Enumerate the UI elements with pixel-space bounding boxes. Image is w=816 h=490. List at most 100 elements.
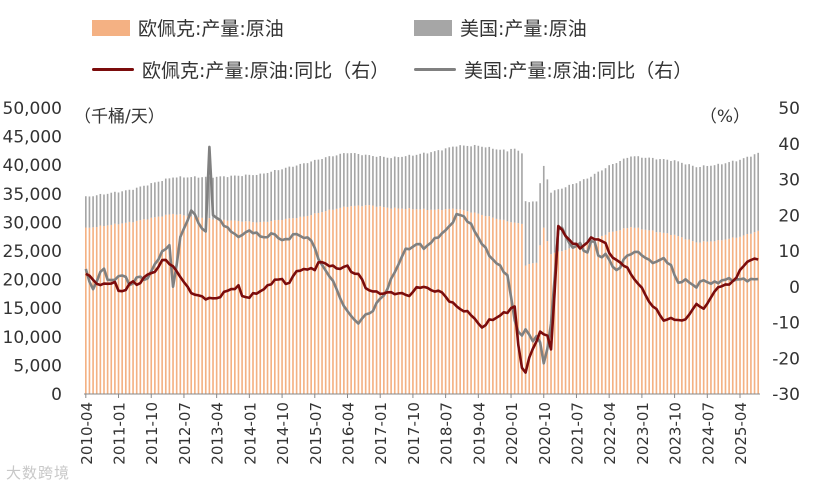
bar-opec-production: [444, 209, 447, 394]
bar-us-production: [412, 155, 414, 210]
bar-us-production: [408, 154, 411, 209]
bar-us-production: [651, 157, 654, 231]
bar-opec-production: [248, 221, 251, 394]
bar-opec-production: [226, 220, 229, 394]
bar-opec-production: [655, 232, 658, 394]
legend-us-yoy: 美国:产量:原油:同比（右）: [414, 56, 692, 83]
bar-opec-production: [597, 237, 600, 394]
bar-us-production: [281, 169, 283, 221]
legend-us-yoy-swatch: [414, 68, 456, 71]
bar-opec-production: [255, 222, 258, 394]
bar-us-production: [593, 173, 596, 239]
bar-us-production: [179, 176, 182, 215]
bar-opec-production: [299, 216, 302, 394]
bar-opec-production: [684, 239, 687, 394]
bar-opec-production: [735, 237, 738, 394]
bar-opec-production: [179, 214, 182, 394]
bar-opec-production: [350, 206, 352, 394]
bar-us-production: [753, 154, 756, 233]
bar-us-production: [575, 183, 578, 247]
bar-opec-production: [717, 240, 720, 394]
bar-us-production: [106, 193, 109, 226]
bar-us-production: [699, 166, 701, 243]
bar-opec-production: [568, 248, 571, 394]
bar-us-production: [132, 189, 134, 223]
x-tick-label: 2016-04: [339, 402, 357, 465]
bar-us-production: [415, 154, 418, 210]
x-tick-label: 2014-01: [241, 402, 259, 465]
bar-opec-production: [84, 227, 87, 394]
bar-opec-production: [546, 241, 549, 394]
bar-us-production: [688, 164, 690, 240]
bar-us-production: [393, 156, 396, 208]
bar-opec-production: [462, 210, 465, 394]
bar-opec-production: [263, 221, 265, 394]
bar-us-production: [288, 166, 291, 219]
bar-opec-production: [132, 222, 134, 394]
bar-opec-production: [422, 208, 425, 394]
legend-opec-production: 欧佩克:产量:原油: [92, 14, 284, 41]
bar-opec-production: [419, 209, 422, 394]
bar-opec-production: [721, 240, 723, 394]
bar-us-production: [208, 176, 211, 219]
bar-us-production: [361, 155, 363, 207]
bar-opec-production: [197, 217, 200, 394]
bar-us-production: [303, 163, 305, 217]
bar-us-production: [586, 178, 589, 243]
bar-opec-production: [484, 216, 487, 394]
bar-opec-production: [415, 209, 418, 394]
bar-us-production: [499, 149, 501, 220]
bar-us-production: [99, 193, 102, 226]
bar-opec-production: [335, 208, 338, 394]
bar-us-production: [157, 181, 160, 217]
line-opec-yoy: [85, 224, 759, 374]
bar-us-production: [248, 174, 251, 222]
y-left-tick-label: 5,000: [13, 356, 62, 376]
bar-us-production: [611, 164, 614, 232]
bar-us-production: [95, 195, 98, 228]
bar-opec-production: [310, 215, 312, 394]
bar-us-production: [666, 159, 669, 234]
bar-us-production: [110, 192, 113, 225]
bar-opec-production: [670, 234, 672, 394]
bar-us-production: [630, 156, 632, 228]
bar-opec-production: [306, 215, 309, 394]
bar-opec-production: [386, 207, 389, 394]
bar-us-production: [757, 152, 760, 231]
bar-us-production: [292, 166, 294, 219]
line-us-yoy: [84, 145, 759, 365]
bar-us-production: [324, 157, 327, 212]
bar-opec-production: [673, 234, 676, 394]
bar-us-production: [473, 144, 476, 213]
legend-us-production-swatch: [414, 19, 452, 36]
bar-opec-production: [466, 211, 469, 394]
bar-us-production: [597, 171, 600, 238]
bar-us-production: [226, 177, 229, 221]
bar-opec-production: [372, 205, 374, 394]
bar-opec-production: [630, 227, 632, 394]
bar-opec-production: [622, 228, 625, 394]
bar-us-production: [114, 191, 116, 224]
bar-opec-production: [499, 219, 501, 394]
bar-opec-production: [637, 227, 640, 394]
bar-us-production: [579, 181, 581, 245]
bar-us-production: [441, 150, 443, 211]
bar-us-production: [346, 153, 349, 207]
x-tick-label: 2011-01: [111, 402, 129, 465]
bar-us-production: [328, 156, 331, 210]
bar-us-production: [219, 176, 222, 220]
bar-opec-production: [313, 213, 316, 394]
bar-us-production: [582, 179, 585, 244]
bar-opec-production: [488, 216, 491, 394]
bar-opec-production: [619, 230, 621, 394]
y-right-tick-label: 20: [778, 206, 800, 226]
bar-us-production: [379, 155, 382, 207]
bar-us-production: [183, 177, 185, 216]
bar-us-production: [452, 146, 454, 209]
bar-us-production: [252, 175, 254, 223]
bar-opec-production: [706, 241, 709, 394]
bar-us-production: [244, 174, 247, 222]
y-right-unit-label: （%）: [700, 107, 750, 127]
bar-opec-production: [390, 208, 392, 394]
bar-opec-production: [110, 224, 113, 394]
